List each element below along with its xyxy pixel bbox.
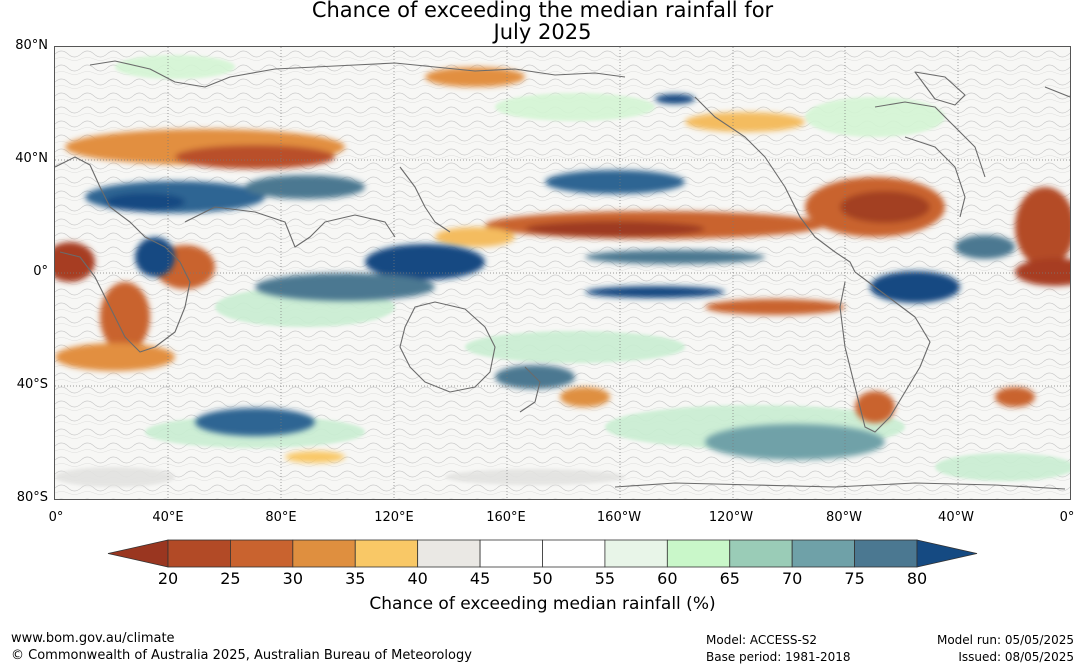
- colorbar-segment: [354, 539, 419, 568]
- colorbar-segment: [230, 539, 294, 568]
- colorbar-tick-label: 20: [157, 569, 179, 588]
- lat-label-equator: 0°: [33, 264, 48, 279]
- map-title-line1: Chance of exceeding the median rainfall …: [311, 0, 774, 22]
- colorbar-tick-label: 45: [469, 569, 491, 588]
- lon-label-0-right: 0°: [1059, 510, 1075, 525]
- colorbar-title: Chance of exceeding median rainfall (%): [369, 594, 716, 614]
- colorbar-tick-label: 80: [906, 569, 928, 588]
- colorbar-tick-label: 40: [407, 569, 428, 588]
- colorbar-segment: [791, 539, 855, 568]
- lon-label-0-left: 0°: [48, 510, 64, 525]
- colorbar-segment: [292, 539, 356, 568]
- lon-label-40e: 40°E: [152, 510, 184, 525]
- colorbar-tick-label: 75: [844, 569, 865, 588]
- lon-label-80w: 80°W: [826, 510, 862, 525]
- colorbar-tick-label: 55: [594, 569, 616, 588]
- lon-label-40w: 40°W: [938, 510, 974, 525]
- colorbar-segment: [417, 539, 481, 568]
- model-run-date: Model run: 05/05/2025: [936, 633, 1074, 647]
- issued-date: Issued: 08/05/2025: [958, 650, 1074, 664]
- colorbar-segment: [604, 539, 668, 568]
- colorbar-arrow-low: [107, 539, 169, 568]
- lon-label-120e: 120°E: [374, 510, 414, 525]
- colorbar-segment: [666, 539, 731, 568]
- colorbar-tick-label: 30: [282, 569, 304, 588]
- lon-label-160w: 160°W: [596, 510, 642, 525]
- map-title-line2: July 2025: [493, 20, 592, 44]
- colorbar-tick-label: 65: [719, 569, 740, 588]
- copyright-text: © Commonwealth of Australia 2025, Austra…: [11, 648, 472, 663]
- colorbar-tick-label: 25: [220, 569, 241, 588]
- colorbar-segment: [167, 539, 231, 568]
- colorbar-legend: [107, 539, 978, 568]
- base-period: Base period: 1981-2018: [706, 650, 851, 664]
- lat-label-40s: 40°S: [16, 377, 48, 392]
- lat-label-80s: 80°S: [16, 490, 48, 505]
- lon-label-160e: 160°E: [486, 510, 526, 525]
- lat-label-80n: 80°N: [15, 38, 48, 53]
- colorbar-segment: [542, 539, 606, 568]
- colorbar-tick-label: 70: [781, 569, 803, 588]
- lon-label-80e: 80°E: [265, 510, 297, 525]
- colorbar-tick-label: 50: [532, 569, 553, 588]
- colorbar-segment: [854, 539, 918, 568]
- colorbar-tick-label: 60: [657, 569, 678, 588]
- website-link[interactable]: www.bom.gov.au/climate: [11, 631, 175, 646]
- colorbar-segment: [729, 539, 793, 568]
- colorbar-arrow-high: [916, 539, 978, 568]
- lat-label-40n: 40°N: [15, 151, 48, 166]
- colorbar-segment: [479, 539, 543, 568]
- model-name: Model: ACCESS-S2: [706, 633, 818, 647]
- rainfall-probability-map: [54, 46, 1071, 500]
- colorbar-tick-label: 35: [345, 569, 366, 588]
- lon-label-120w: 120°W: [708, 510, 754, 525]
